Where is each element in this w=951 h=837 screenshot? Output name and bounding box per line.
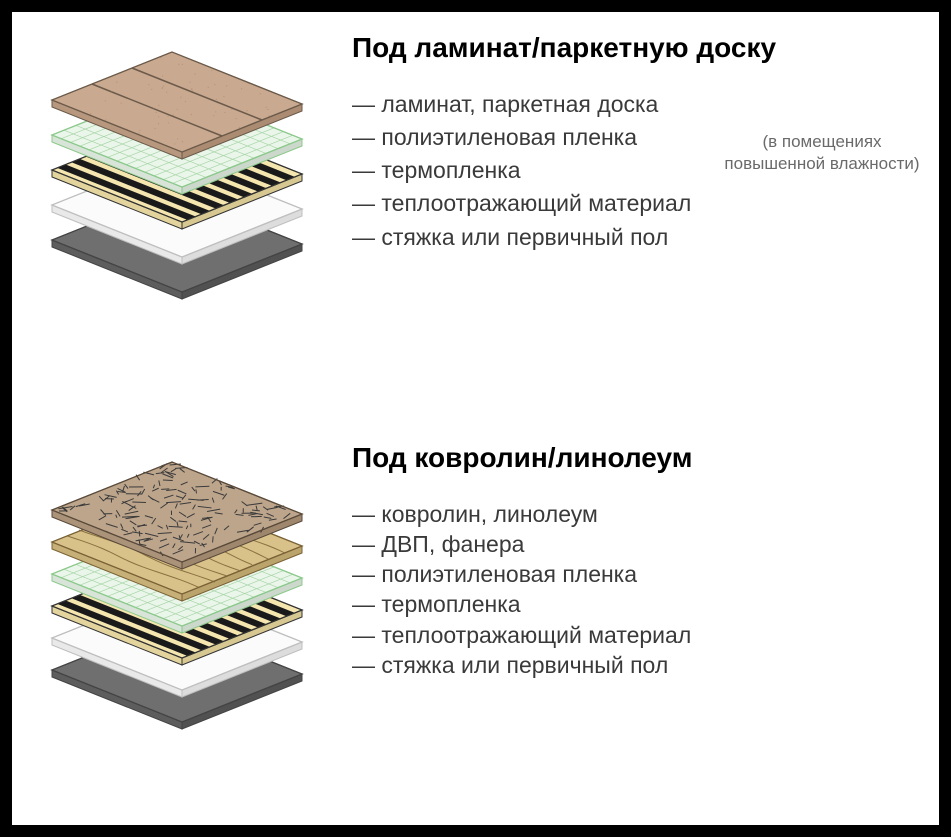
section-laminate: Под ламинат/паркетную доску — ламинат, п… <box>12 32 939 372</box>
layer-label: — полиэтиленовая пленка <box>352 562 932 586</box>
layer-label: — теплоотражающий материал <box>352 623 932 647</box>
layer-label: — ДВП, фанера <box>352 532 932 556</box>
layer-label: — стяжка или первичный пол <box>352 653 932 677</box>
layer-label: — ламинат, паркетная доска <box>352 92 932 116</box>
layers-svg <box>32 32 372 352</box>
section-carpet: Под ковролин/линолеум — ковролин, линоле… <box>12 442 939 812</box>
diagram-carpet <box>32 442 372 782</box>
title-carpet: Под ковролин/линолеум <box>352 442 932 474</box>
layer-label: — стяжка или первичный пол <box>352 225 932 249</box>
layer-label: — ковролин, линолеум <box>352 502 932 526</box>
title-laminate: Под ламинат/паркетную доску <box>352 32 932 64</box>
textblock-carpet: Под ковролин/линолеум — ковролин, линоле… <box>352 442 932 683</box>
diagram-laminate <box>32 32 372 372</box>
layer-label: — теплоотражающий материал <box>352 191 932 215</box>
layer-label: — термопленка <box>352 592 932 616</box>
layers-svg <box>32 442 372 762</box>
note-humidity: (в помещениях повышенной влажности) <box>712 131 932 175</box>
